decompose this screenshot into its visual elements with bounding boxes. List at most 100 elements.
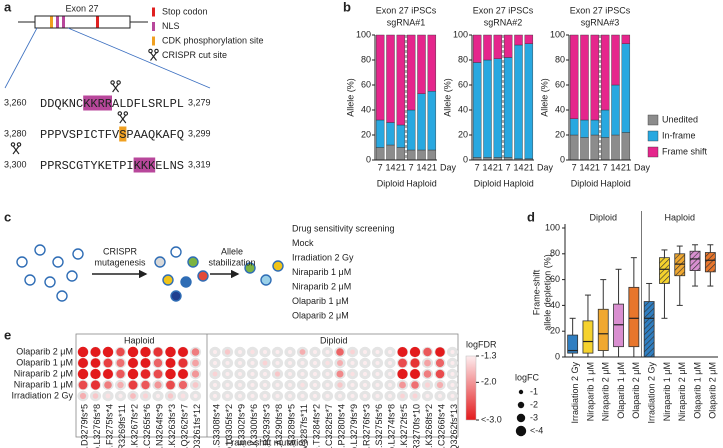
exon-label: Exon 27 — [65, 3, 98, 13]
colorbar-tick-label: -2.0 — [481, 377, 497, 387]
column-label: p.R3270fs*10 — [411, 404, 421, 448]
x-axis-label: Day — [537, 162, 554, 172]
bar-segment — [569, 134, 579, 161]
bar-segment — [600, 137, 610, 161]
x-axis-label: Day — [440, 162, 457, 172]
dot — [153, 358, 163, 368]
dot — [103, 358, 113, 368]
dot — [92, 393, 99, 399]
column-label: p.N3264fs*9 — [154, 404, 164, 448]
row-label: Olaparib 2 μM — [16, 346, 73, 356]
column-label: p.L3279fs*9 — [349, 404, 359, 448]
dot — [141, 380, 150, 390]
bar-segment — [611, 134, 620, 161]
bar-segment — [493, 58, 503, 158]
column-label: p.K3267fs*2 — [129, 404, 139, 448]
panel-label: b — [343, 0, 351, 14]
x-tick-label: 7 — [475, 162, 480, 172]
screen-item: Niraparib 1 μM — [292, 267, 351, 277]
bar-segment — [493, 34, 503, 59]
dot — [388, 361, 392, 365]
dot — [397, 368, 408, 380]
y-tick-label: 20 — [458, 129, 468, 139]
y-tick-label: 80 — [458, 54, 468, 64]
bar-segment — [406, 34, 416, 111]
group-label: Diploid — [474, 178, 502, 188]
dot — [288, 383, 292, 387]
dot — [212, 371, 218, 377]
bar-segment — [483, 34, 492, 61]
exon-feature — [62, 16, 65, 28]
dot — [325, 372, 330, 376]
sequence-segment: PPRSCGTYKETPI — [40, 159, 134, 173]
dot — [423, 347, 432, 357]
y-axis-label: allele depletion (%) — [542, 254, 552, 331]
dot — [263, 350, 267, 354]
x-tick-label: Irradiation 2 Gy — [570, 362, 580, 424]
dot — [410, 358, 420, 368]
screen-item: Mock — [292, 238, 314, 248]
step-label: CRISPR — [103, 246, 138, 256]
box — [567, 334, 579, 354]
dot — [363, 350, 367, 354]
size-legend-dot — [517, 401, 525, 409]
screen-title: Drug sensitivity screening — [292, 223, 395, 233]
size-legend-label: -1 — [530, 386, 538, 396]
dot — [424, 382, 431, 388]
dot — [116, 359, 125, 367]
column-label: p.V3287fs*11 — [299, 404, 309, 448]
column-label: p.R3269fs*11 — [117, 404, 127, 448]
bar-segment — [396, 34, 406, 126]
dot — [238, 394, 242, 398]
dot — [313, 350, 317, 354]
dot — [90, 380, 101, 390]
dot — [77, 368, 89, 380]
bar-segment — [406, 109, 416, 151]
dot — [262, 360, 268, 366]
column-label: p.K3268fs*2 — [424, 404, 434, 448]
chart-subtitle: sgRNA#3 — [581, 17, 620, 27]
dot — [375, 383, 380, 387]
y-tick-label: 100 — [545, 222, 560, 232]
dot — [140, 358, 151, 368]
dot — [337, 382, 343, 388]
dot — [288, 394, 292, 398]
sequence-segment: PAAQKAFQ — [126, 128, 184, 142]
bar-segment — [503, 57, 513, 158]
dot — [225, 394, 230, 398]
group-label: Haploid — [503, 178, 534, 188]
row-label: Niraparib 2 μM — [14, 368, 73, 378]
legend-swatch — [152, 36, 155, 46]
dot — [300, 361, 305, 365]
dot — [192, 382, 199, 388]
dot — [225, 372, 230, 376]
dot — [288, 361, 292, 365]
y-tick-label: 0 — [560, 154, 565, 164]
x-tick-label: Niraparib 2 μM — [601, 362, 611, 421]
dot — [128, 358, 138, 368]
column-label: p.P3293fs*3 — [261, 404, 271, 448]
column-label: p.D3279fs*5 — [79, 404, 89, 448]
bar-segment — [427, 34, 437, 92]
dot — [105, 393, 111, 399]
colorbar-tick-label: -1.3 — [481, 350, 497, 360]
group-label: Diploid — [320, 335, 348, 345]
bar-segment — [386, 122, 395, 146]
x-tick-label: 21 — [396, 162, 406, 172]
row-label: Irradiation 2 Gy — [11, 390, 73, 400]
column-label: p.S3308fs*4 — [211, 404, 221, 448]
sequence-segment: KKK — [134, 159, 156, 173]
dot — [238, 383, 242, 387]
sequence-segment: ELNS — [155, 159, 184, 173]
dot — [165, 346, 176, 358]
chart-subtitle: sgRNA#1 — [387, 17, 426, 27]
scissors-handle — [116, 80, 121, 85]
dot — [350, 383, 355, 387]
y-tick-label: 60 — [550, 274, 560, 284]
x-tick-label: 14 — [416, 162, 426, 172]
size-legend-dot — [516, 413, 526, 423]
column-label: p.E3302fs*9 — [236, 404, 246, 448]
bar-segment — [417, 93, 426, 151]
bar-segment — [514, 44, 523, 159]
